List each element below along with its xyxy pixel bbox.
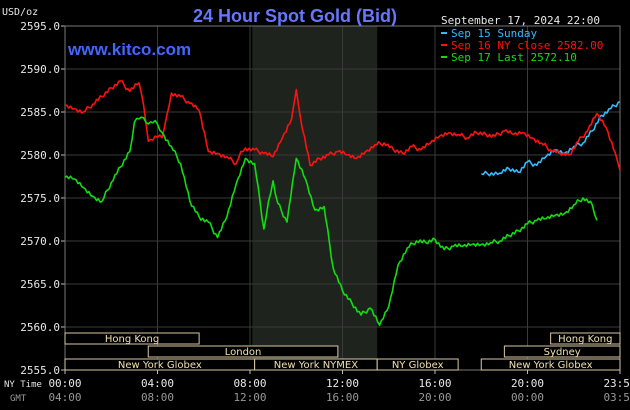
x-tick-label-gmt: 04:00 [48,391,81,404]
session-label: NY Globex [392,360,444,371]
legend-entry: Sep 16 NY close 2582.00 [451,39,603,52]
gmt-row-label: GMT [10,394,27,404]
x-tick-label-ny: 00:00 [48,377,81,390]
unit-label: USD/oz [2,7,38,18]
x-tick-label-ny: 12:00 [326,377,359,390]
legend-entry: Sep 15 Sunday [451,27,537,40]
x-tick-label-gmt: 00:00 [511,391,544,404]
y-tick-label: 2555.0 [20,364,60,377]
timestamp: September 17, 2024 22:00 [441,14,600,27]
session-label: New York Globex [509,360,593,371]
session-label: Hong Kong [105,334,159,345]
x-tick-label-ny: 04:00 [141,377,174,390]
session-label: Hong Kong [558,334,612,345]
session-bar [64,332,200,345]
y-tick-label: 2590.0 [20,63,60,76]
y-tick-label: 2595.0 [20,20,60,33]
session-label: New York Globex [118,360,202,371]
y-tick-label: 2560.0 [20,321,60,334]
session-label: Sydney [544,347,581,358]
x-tick-label-gmt: 03:59 [603,391,630,404]
x-tick-label-ny: 20:00 [511,377,544,390]
session-bar [376,358,459,371]
x-tick-label-gmt: 16:00 [326,391,359,404]
series-line [64,80,621,171]
session-bar [480,358,621,371]
session-bar [147,345,339,358]
x-tick-label-gmt: 12:00 [233,391,266,404]
y-tick-label: 2580.0 [20,149,60,162]
y-tick-label: 2570.0 [20,235,60,248]
series-2-group [64,80,621,171]
session-bar [550,332,621,345]
session-label: London [225,347,262,358]
x-tick-label-ny: 08:00 [233,377,266,390]
x-tick-label-gmt: 20:00 [418,391,451,404]
ny-time-row-label: NY Time [4,380,42,390]
y-tick-label: 2585.0 [20,106,60,119]
x-tick-label-ny: 16:00 [418,377,451,390]
x-tick-label-gmt: 08:00 [141,391,174,404]
x-tick-label-ny: 23:59 [603,377,630,390]
session-bar [503,345,621,358]
series-line [64,116,598,327]
legend-entry: Sep 17 Last 2572.10 [451,51,577,64]
chart-title: 24 Hour Spot Gold (Bid) [193,6,397,26]
session-label: New York NYMEX [274,360,359,371]
y-tick-label: 2575.0 [20,192,60,205]
series-3-group [64,116,598,327]
watermark-url: www.kitco.com [67,40,191,59]
y-tick-label: 2565.0 [20,278,60,291]
